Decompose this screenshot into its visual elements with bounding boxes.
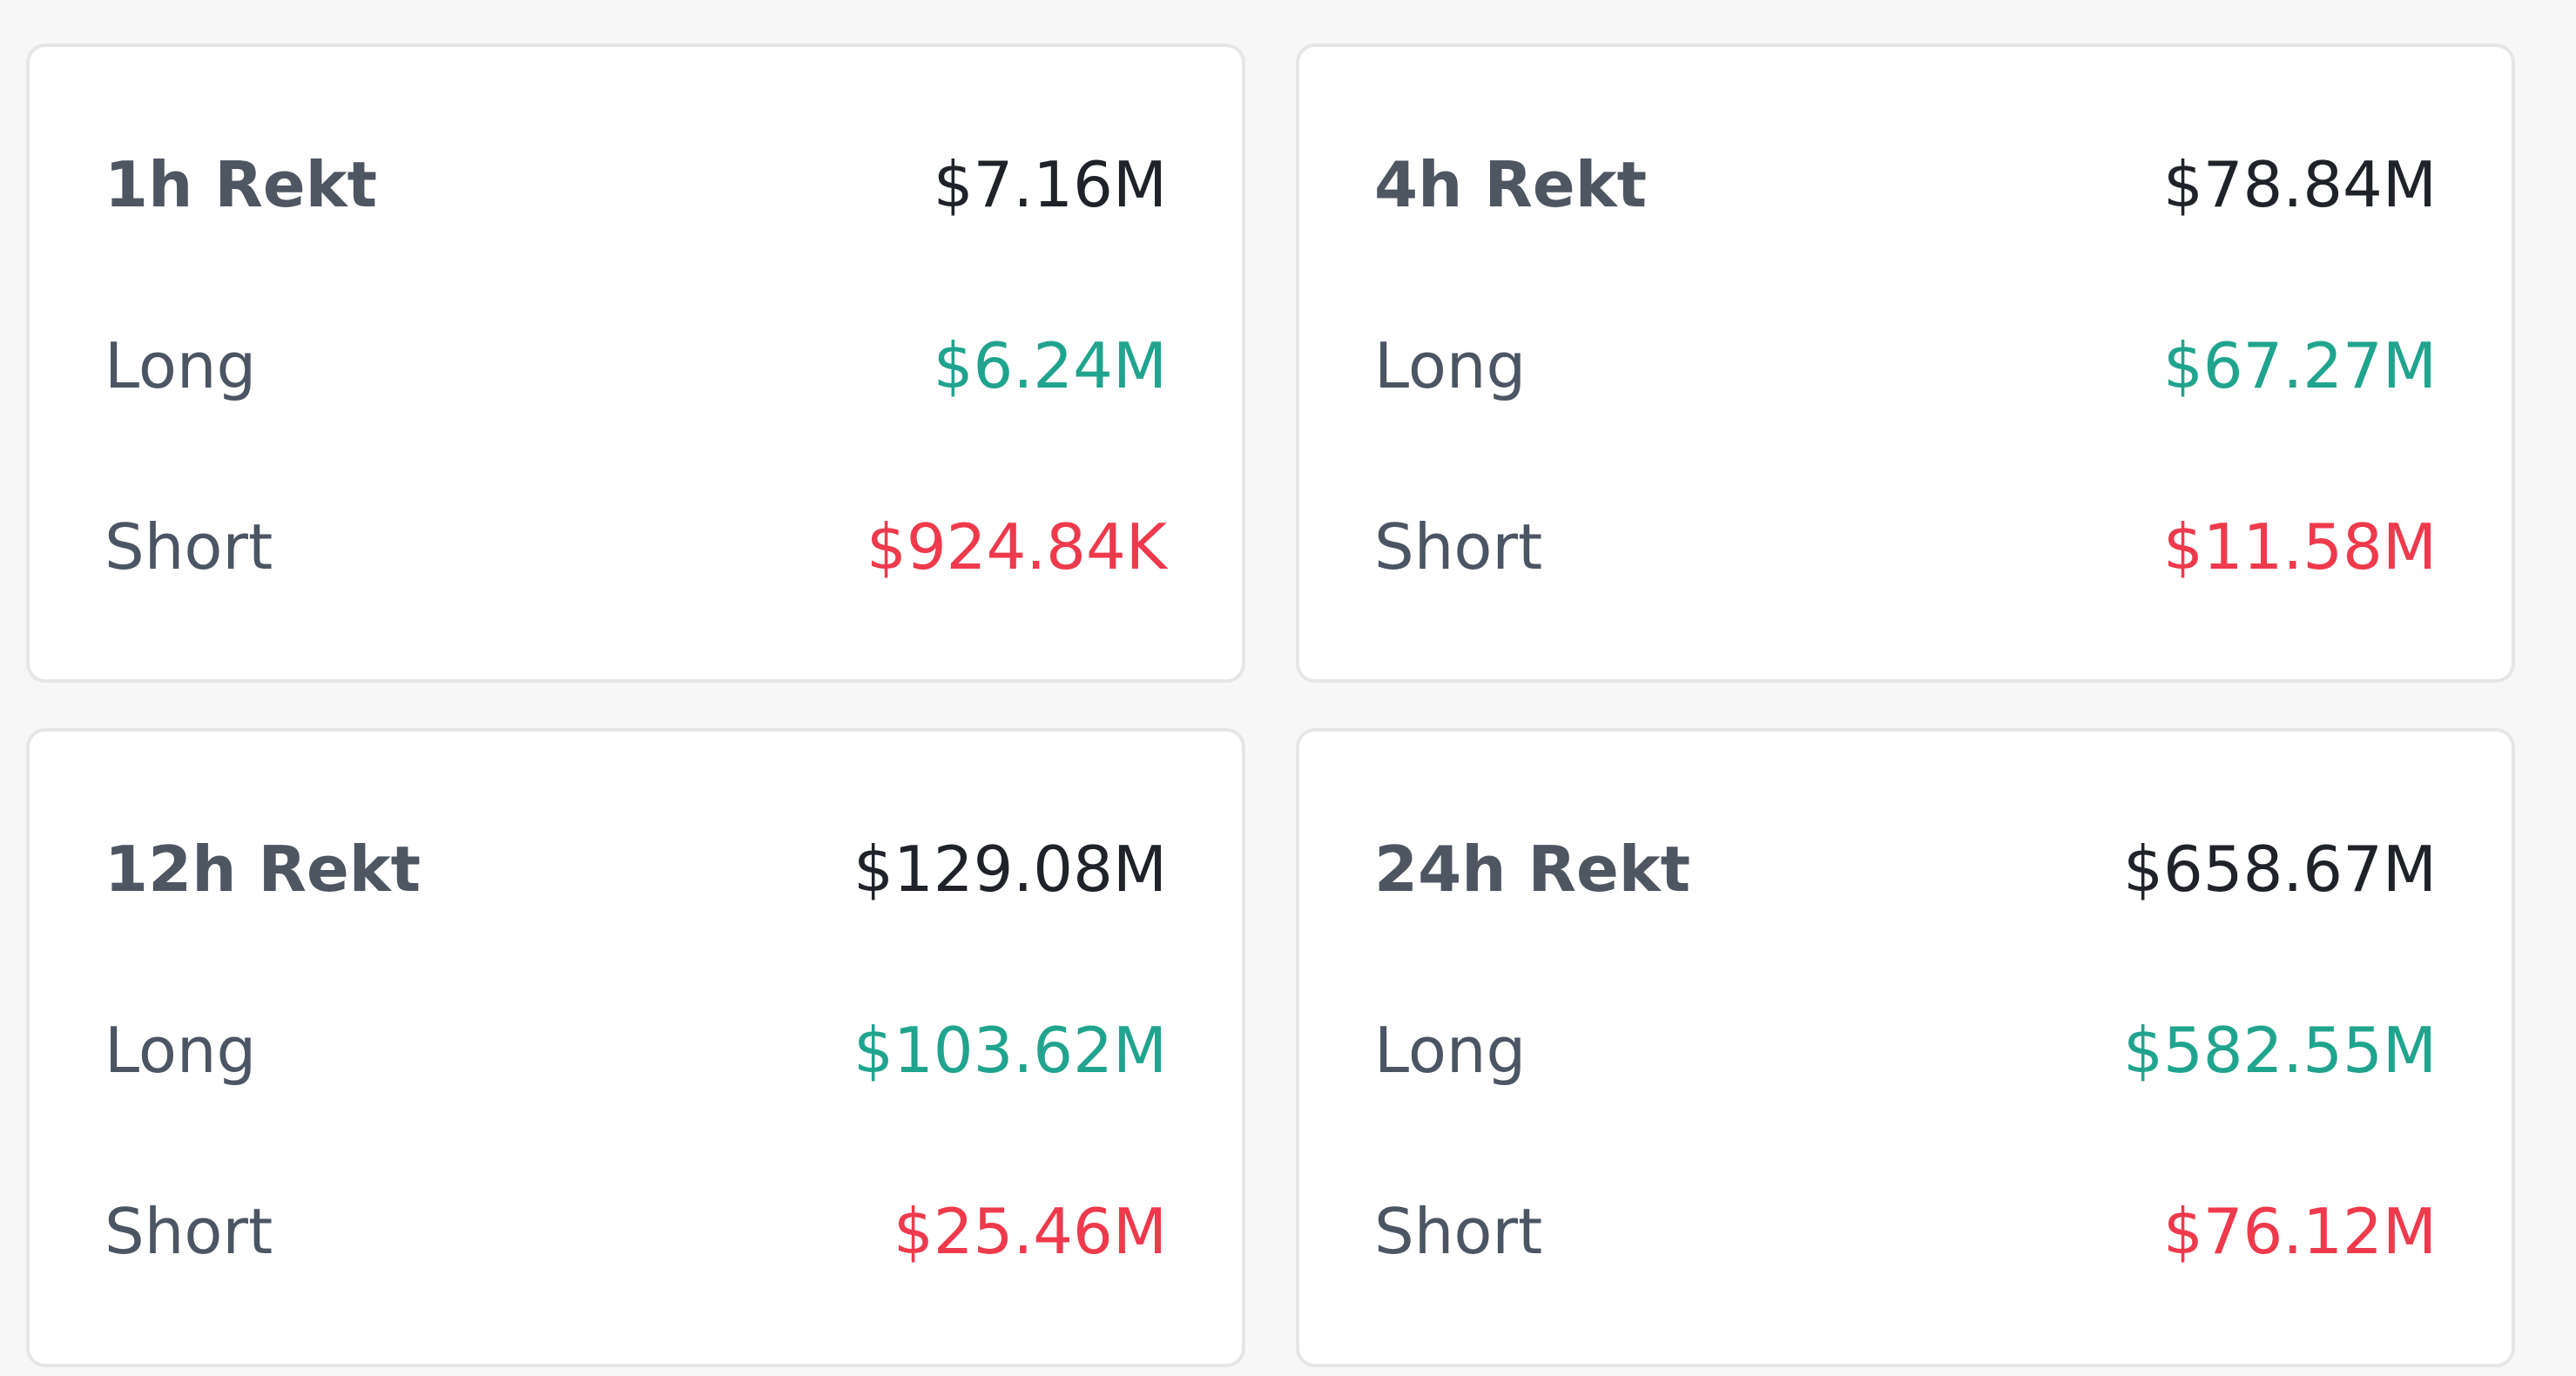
- card-header-row: 1h Rekt $7.16M: [105, 143, 1167, 226]
- long-label: Long: [1374, 329, 1527, 402]
- card-header-row: 24h Rekt $658.67M: [1374, 827, 2437, 911]
- card-header-row: 12h Rekt $129.08M: [105, 827, 1167, 911]
- long-row: Long $67.27M: [1374, 324, 2437, 408]
- card-title: 24h Rekt: [1374, 833, 1691, 906]
- long-row: Long $103.62M: [105, 1008, 1167, 1092]
- short-label: Short: [105, 1195, 273, 1268]
- short-value: $76.12M: [2162, 1195, 2437, 1268]
- card-total-value: $129.08M: [853, 833, 1167, 906]
- long-row: Long $582.55M: [1374, 1008, 2437, 1092]
- card-total-value: $78.84M: [2162, 148, 2437, 221]
- short-row: Short $11.58M: [1374, 505, 2437, 589]
- card-total-value: $658.67M: [2123, 833, 2437, 906]
- long-value: $6.24M: [933, 329, 1167, 402]
- rekt-cards-grid: 1h Rekt $7.16M Long $6.24M Short $924.84…: [26, 44, 2515, 1367]
- short-label: Short: [105, 510, 273, 583]
- short-row: Short $924.84K: [105, 505, 1167, 589]
- rekt-card-12h: 12h Rekt $129.08M Long $103.62M Short $2…: [26, 728, 1245, 1367]
- card-header-row: 4h Rekt $78.84M: [1374, 143, 2437, 226]
- long-label: Long: [105, 1014, 257, 1087]
- card-total-value: $7.16M: [933, 148, 1167, 221]
- rekt-card-4h: 4h Rekt $78.84M Long $67.27M Short $11.5…: [1296, 44, 2515, 683]
- short-value: $11.58M: [2162, 510, 2437, 583]
- long-value: $67.27M: [2162, 329, 2437, 402]
- long-row: Long $6.24M: [105, 324, 1167, 408]
- short-label: Short: [1374, 1195, 1543, 1268]
- card-title: 12h Rekt: [105, 833, 421, 906]
- long-label: Long: [105, 329, 257, 402]
- short-row: Short $76.12M: [1374, 1190, 2437, 1273]
- short-row: Short $25.46M: [105, 1190, 1167, 1273]
- short-value: $924.84K: [867, 510, 1167, 583]
- rekt-card-1h: 1h Rekt $7.16M Long $6.24M Short $924.84…: [26, 44, 1245, 683]
- card-title: 4h Rekt: [1374, 148, 1647, 221]
- rekt-card-24h: 24h Rekt $658.67M Long $582.55M Short $7…: [1296, 728, 2515, 1367]
- card-title: 1h Rekt: [105, 148, 377, 221]
- long-label: Long: [1374, 1014, 1527, 1087]
- short-label: Short: [1374, 510, 1543, 583]
- long-value: $582.55M: [2123, 1014, 2437, 1087]
- long-value: $103.62M: [853, 1014, 1167, 1087]
- short-value: $25.46M: [893, 1195, 1167, 1268]
